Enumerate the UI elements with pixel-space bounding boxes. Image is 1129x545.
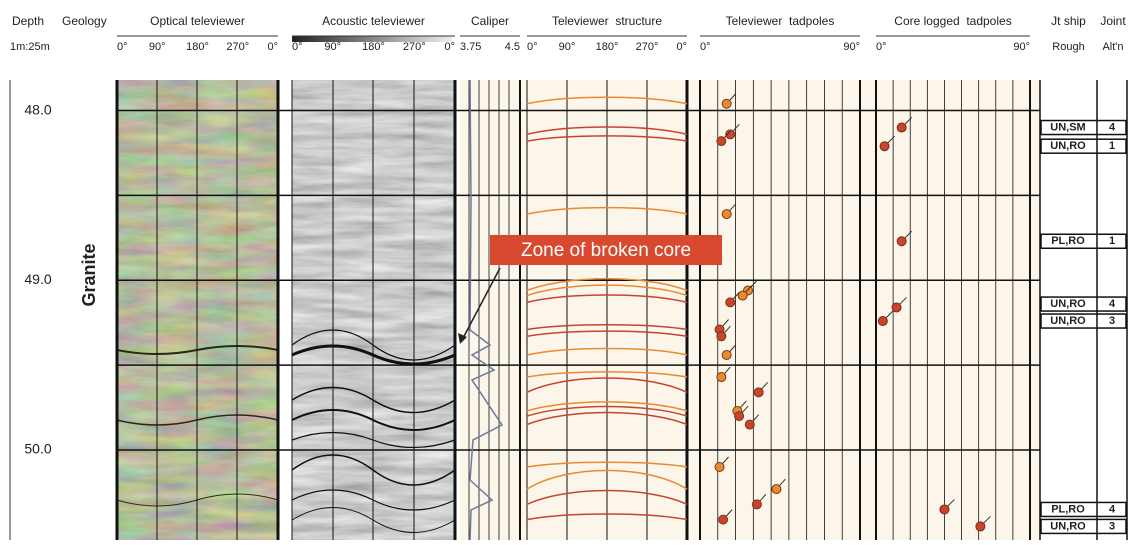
column-title: Caliper (471, 14, 509, 28)
column-title: Televiewer structure (552, 14, 662, 28)
column-tick: 270° (226, 41, 249, 53)
joint-alt: 4 (1109, 121, 1116, 133)
joint-ship: UN,RO (1050, 520, 1086, 532)
header-scale: 1m:25m (10, 41, 50, 53)
column-tick: 0° (117, 41, 128, 53)
column-tick: 270° (403, 41, 426, 53)
tadpole (719, 515, 728, 524)
core-tadpole (897, 237, 906, 246)
column-tick: 180° (362, 41, 385, 53)
tadpole (772, 485, 781, 494)
column-title: Televiewer tadpoles (726, 14, 835, 28)
header-geology: Geology (62, 14, 107, 28)
tadpole (735, 412, 744, 421)
joint-alt: 3 (1109, 315, 1115, 327)
column-tick: 180° (186, 41, 209, 53)
borehole-log: Depth 1m:25m Geology Optical televiewer 0° 90… (0, 0, 1129, 545)
column-tick: 0° (700, 41, 711, 53)
joint-alt: 3 (1109, 520, 1115, 532)
core-tadpole (976, 522, 985, 531)
column-tick: 90° (843, 41, 860, 53)
joint-ship: UN,RO (1050, 315, 1086, 327)
core-tadpole (897, 123, 906, 132)
tadpole (745, 420, 754, 429)
depth-label: 48.0 (24, 101, 51, 117)
column-title: Acoustic televiewer (322, 14, 425, 28)
tadpole (726, 298, 735, 307)
column-tick: Rough (1052, 41, 1084, 53)
tadpole (715, 463, 724, 472)
column-tick: 0° (267, 41, 278, 53)
core-tadpole (878, 317, 887, 326)
column-tick: 0° (876, 41, 887, 53)
core-tadpole (940, 505, 949, 514)
column-tick: 90° (149, 41, 166, 53)
joint-ship: PL,RO (1051, 235, 1085, 247)
core-tadpole (892, 303, 901, 312)
geology-label: Granite (79, 243, 99, 306)
column-tick: Alt'n (1102, 41, 1123, 53)
joint-ship: UN,RO (1050, 298, 1086, 310)
column-tick: 4.5 (505, 41, 520, 53)
depth-label: 49.0 (24, 271, 51, 287)
tadpole (722, 99, 731, 108)
log-background (460, 80, 1040, 540)
tadpole (717, 332, 726, 341)
column-title: Optical televiewer (150, 14, 245, 28)
header-depth: Depth (12, 14, 44, 28)
annotation: Zone of broken core (521, 240, 691, 261)
column-tick: 90° (559, 41, 576, 53)
column-title: Jt ship (1051, 14, 1086, 28)
tadpole (752, 500, 761, 509)
column-tick: 0° (527, 41, 538, 53)
column-tick: 270° (636, 41, 659, 53)
tadpole (717, 373, 726, 382)
column-title: Core logged tadpoles (894, 14, 1011, 28)
tadpole (754, 388, 763, 397)
column-tick: 0° (444, 41, 455, 53)
column-title: Joint (1100, 14, 1126, 28)
column-tick: 0° (676, 41, 687, 53)
core-tadpole (880, 142, 889, 151)
column-tick: 180° (596, 41, 619, 53)
depth-label: 50.0 (24, 441, 51, 457)
column-tick: 90° (1013, 41, 1030, 53)
column-tick: 90° (324, 41, 341, 53)
column-tick: 3.75 (460, 41, 481, 53)
column-tick: 0° (292, 41, 303, 53)
tadpole (722, 210, 731, 219)
tadpole (738, 291, 747, 300)
tadpole (717, 137, 726, 146)
tadpole (722, 350, 731, 359)
joint-alt: 4 (1109, 298, 1116, 310)
joint-alt: 1 (1109, 235, 1115, 247)
joint-ship: UN,SM (1050, 121, 1085, 133)
joint-alt: 4 (1109, 503, 1116, 515)
joint-ship: UN,RO (1050, 140, 1086, 152)
joint-alt: 1 (1109, 140, 1115, 152)
joint-ship: PL,RO (1051, 503, 1085, 515)
